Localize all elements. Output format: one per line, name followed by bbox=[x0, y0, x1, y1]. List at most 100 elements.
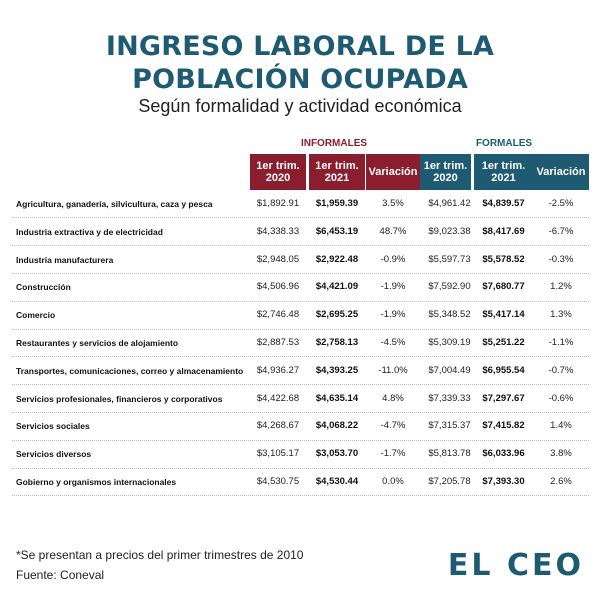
cell-for-2021: $7,297.67 bbox=[482, 392, 525, 404]
cell-for-var: 1.4% bbox=[550, 420, 572, 432]
cell-inf-var: -4.7% bbox=[380, 420, 406, 432]
column-header-line: Variación bbox=[536, 166, 586, 178]
cell-for-var: -0.3% bbox=[548, 253, 574, 265]
sector-label: Servicios sociales bbox=[16, 421, 90, 432]
cell-inf-var: 0.0% bbox=[382, 476, 404, 487]
cell-inf-2021: $4,068.22 bbox=[315, 420, 359, 432]
cell-for-2020: $5,813.78 bbox=[428, 448, 471, 460]
cell-for-var: 2.6% bbox=[550, 476, 572, 487]
sector-label: Comercio bbox=[16, 310, 56, 321]
cell-for-2020: $7,592.90 bbox=[428, 281, 471, 293]
cell-inf-var: -1.9% bbox=[380, 309, 406, 321]
title-line-1: INGRESO LABORAL DE LA bbox=[105, 31, 495, 62]
sector-label: Restaurantes y servicios de alojamiento bbox=[16, 338, 179, 348]
cell-for-2020: $7,004.49 bbox=[428, 364, 471, 376]
cell-inf-2021: $4,393.25 bbox=[315, 364, 359, 376]
row-divider bbox=[12, 328, 589, 330]
cell-for-2021: $7,415.82 bbox=[482, 420, 525, 432]
row-divider bbox=[12, 439, 589, 441]
page-title: INGRESO LABORAL DE LA POBLACIÓN OCUPADA bbox=[0, 30, 600, 96]
footnote: *Se presentan a precios del primer trime… bbox=[16, 548, 304, 562]
brand-logo: EL CEO bbox=[447, 548, 584, 583]
cell-inf-2021: $2,922.48 bbox=[315, 253, 359, 265]
row-divider bbox=[12, 495, 589, 497]
cell-for-2021: $5,417.14 bbox=[482, 309, 525, 321]
row-divider bbox=[12, 467, 589, 469]
cell-inf-2021: $4,635.14 bbox=[315, 392, 359, 404]
cell-inf-var: 3.5% bbox=[382, 198, 404, 209]
cell-for-var: 1.2% bbox=[550, 281, 572, 293]
sector-label: Industria extractiva y de electricidad bbox=[16, 226, 163, 237]
table-row: Servicios profesionales, financieros y c… bbox=[12, 385, 589, 413]
table-row: Servicios diversos $3,105.17 $3,053.70 -1.7… bbox=[12, 440, 589, 468]
table-row: Construcción $4,506.96 $4,421.09 -1.9% $7,59… bbox=[12, 273, 589, 301]
sector-label: Industria manufacturera bbox=[16, 254, 114, 265]
cell-for-2020: $7,315.37 bbox=[428, 420, 471, 432]
cell-inf-2021: $2,758.13 bbox=[315, 337, 359, 348]
cell-for-2020: $7,339.33 bbox=[428, 392, 471, 404]
cell-inf-2020: $4,268.67 bbox=[256, 420, 300, 432]
column-header-formales-variacion: Variación bbox=[533, 154, 589, 190]
column-header-year: 2020 bbox=[433, 172, 458, 184]
sector-label: Construcción bbox=[16, 282, 71, 293]
cell-for-var: -1.1% bbox=[548, 337, 574, 348]
cell-for-2020: $5,309.19 bbox=[428, 337, 471, 348]
row-divider bbox=[12, 217, 589, 219]
column-header-informales-2021: 1er trim. 2021 bbox=[309, 154, 365, 190]
cell-inf-2020: $3,105.17 bbox=[256, 448, 300, 460]
cell-inf-2020: $4,936.27 bbox=[256, 364, 300, 376]
cell-for-2021: $5,578.52 bbox=[482, 253, 525, 265]
cell-inf-2020: $2,948.05 bbox=[256, 253, 300, 265]
table-row: Gobierno y organismos internacionales $4,… bbox=[12, 468, 589, 496]
cell-for-2020: $7,205.78 bbox=[428, 476, 471, 487]
cell-inf-var: -1.7% bbox=[380, 448, 406, 460]
cell-inf-2021: $3,053.70 bbox=[315, 448, 359, 460]
column-header-year: 2020 bbox=[265, 172, 291, 184]
cell-for-2021: $4,839.57 bbox=[482, 198, 525, 209]
column-header-formales-2020: 1er trim. 2020 bbox=[420, 154, 471, 190]
cell-for-var: -0.7% bbox=[548, 364, 574, 376]
cell-inf-var: -0.9% bbox=[380, 253, 406, 265]
cell-inf-2021: $4,421.09 bbox=[315, 281, 359, 293]
cell-for-2021: $5,251.22 bbox=[482, 337, 525, 348]
table-row: Industria extractiva y de electricidad $4… bbox=[12, 218, 589, 246]
table-row: Servicios sociales $4,268.67 $4,068.22 -4.7… bbox=[12, 412, 589, 440]
row-divider bbox=[12, 356, 589, 358]
column-header-line: 1er trim. bbox=[423, 160, 468, 172]
cell-for-2021: $8,417.69 bbox=[482, 225, 525, 237]
sector-label: Gobierno y organismos internacionales bbox=[16, 477, 177, 487]
cell-for-2021: $6,033.96 bbox=[482, 448, 525, 460]
table-row: Industria manufacturera $2,948.05 $2,922.4… bbox=[12, 246, 589, 274]
sector-label: Servicios diversos bbox=[16, 449, 92, 460]
column-header-informales-variacion: Variación bbox=[366, 154, 420, 190]
cell-for-2020: $4,961.42 bbox=[428, 198, 471, 209]
column-header-line: Variación bbox=[368, 166, 418, 178]
column-header-line: 1er trim. bbox=[481, 160, 526, 172]
cell-inf-var: -11.0% bbox=[378, 364, 408, 376]
cell-inf-var: -1.9% bbox=[380, 281, 406, 293]
cell-inf-2020: $2,746.48 bbox=[256, 309, 300, 321]
column-header-line: 1er trim. bbox=[315, 160, 359, 172]
cell-inf-var: 48.7% bbox=[379, 225, 407, 237]
row-divider bbox=[12, 300, 589, 302]
cell-for-var: -6.7% bbox=[548, 225, 574, 237]
cell-inf-2020: $4,530.75 bbox=[256, 476, 300, 487]
cell-for-var: -2.5% bbox=[548, 198, 574, 209]
cell-inf-2021: $6,453.19 bbox=[315, 225, 359, 237]
row-divider bbox=[12, 411, 589, 413]
column-header-informales-2020: 1er trim. 2020 bbox=[250, 154, 306, 190]
title-line-2: POBLACIÓN OCUPADA bbox=[132, 64, 468, 95]
table-row: Agricultura, ganadería, silvicultura, ca… bbox=[12, 190, 589, 218]
cell-for-var: 3.8% bbox=[550, 448, 572, 460]
cell-for-2021: $7,393.30 bbox=[482, 476, 525, 487]
table-row: Transportes, comunicaciones, correo y al… bbox=[12, 357, 589, 385]
row-divider bbox=[12, 245, 589, 247]
group-label-informales: INFORMALES bbox=[300, 138, 368, 149]
cell-inf-2020: $4,338.33 bbox=[256, 225, 300, 237]
cell-inf-2020: $2,887.53 bbox=[256, 337, 300, 348]
group-label-formales: FORMALES bbox=[475, 138, 533, 149]
table-row: Comercio $2,746.48 $2,695.25 -1.9% $5,348.52… bbox=[12, 301, 589, 329]
cell-for-2020: $9,023.38 bbox=[428, 225, 471, 237]
cell-for-var: 1.3% bbox=[550, 309, 572, 321]
cell-inf-2020: $1,892.91 bbox=[256, 198, 300, 209]
